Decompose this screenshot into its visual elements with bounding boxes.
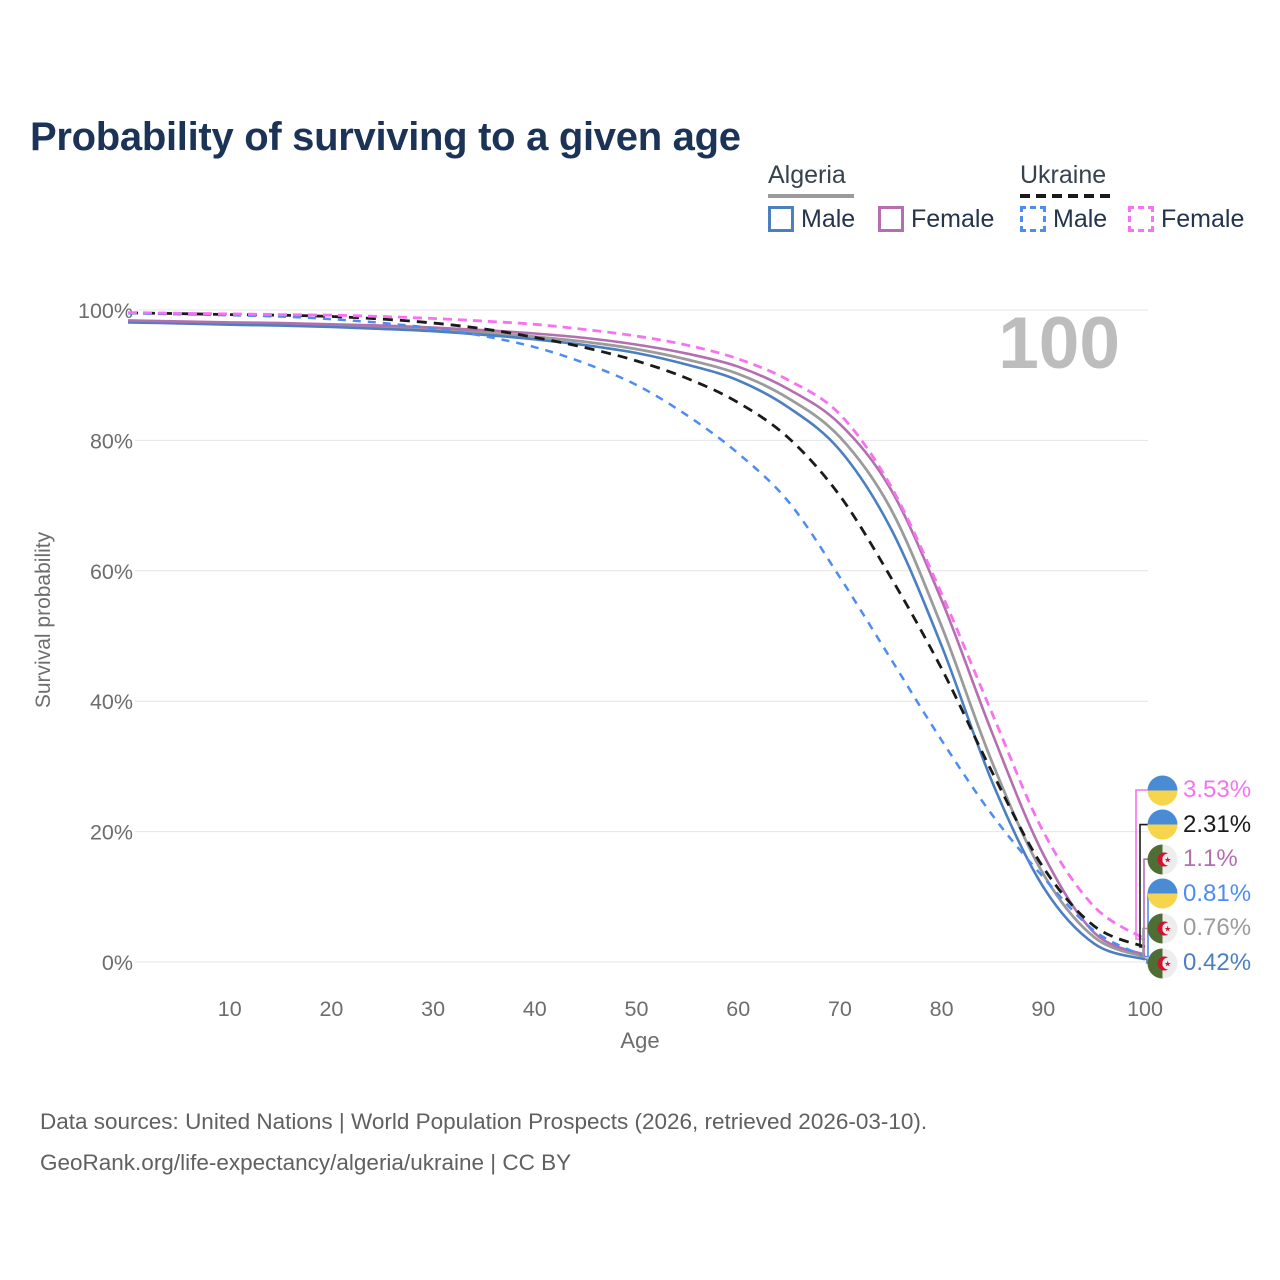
x-tick-label: 80 xyxy=(930,997,954,1021)
y-tick-label: 100% xyxy=(78,299,133,323)
ukraine-male-swatch[interactable] xyxy=(1020,206,1046,232)
end-label-value: 3.53% xyxy=(1183,776,1252,803)
y-tick-label: 80% xyxy=(90,429,133,453)
algeria-male-swatch[interactable] xyxy=(768,206,794,232)
algeria-flag-icon xyxy=(1147,913,1178,944)
attribution-link[interactable]: GeoRank.org/life-expectancy/algeria/ukra… xyxy=(40,1149,572,1175)
ukraine-flag-icon xyxy=(1147,878,1178,909)
legend-country-algeria[interactable]: Algeria xyxy=(768,161,846,189)
hover-age-watermark: 100 xyxy=(998,303,1120,384)
algeria-flag-icon xyxy=(1147,948,1178,979)
x-tick-label: 70 xyxy=(828,997,852,1021)
x-tick-label: 60 xyxy=(726,997,750,1021)
ukraine-line-style-swatch xyxy=(1020,194,1112,198)
end-label-value: 0.76% xyxy=(1183,914,1252,942)
ukraine-flag-icon xyxy=(1147,775,1178,806)
series-end-label: 2.31% xyxy=(1147,808,1251,842)
legend-label-algeria-female[interactable]: Female xyxy=(911,205,995,233)
y-tick-label: 60% xyxy=(90,560,133,584)
end-label-value: 1.1% xyxy=(1183,845,1238,873)
y-axis-label: Survival probability xyxy=(32,531,55,709)
curve-ukraine-both-sexes[interactable] xyxy=(127,311,1146,949)
end-label-value: 2.31% xyxy=(1183,810,1252,838)
end-label-connector xyxy=(1142,927,1151,958)
ukraine-female-swatch[interactable] xyxy=(1128,206,1154,232)
end-label-value: 0.81% xyxy=(1183,879,1252,907)
legend-label-ukraine-female[interactable]: Female xyxy=(1161,205,1245,233)
end-label-connector xyxy=(1143,858,1151,956)
algeria-line-style-swatch xyxy=(768,194,854,198)
x-tick-label: 20 xyxy=(319,997,343,1021)
chart-title: Probability of surviving to a given age xyxy=(30,114,741,159)
curve-algeria-both-sexes[interactable] xyxy=(127,320,1146,959)
data-sources-line: Data sources: United Nations | World Pop… xyxy=(40,1109,928,1134)
x-tick-label: 90 xyxy=(1031,997,1055,1021)
algeria-female-swatch[interactable] xyxy=(878,206,904,232)
ukraine-flag-icon xyxy=(1147,809,1178,840)
y-tick-label: 20% xyxy=(90,821,133,845)
x-tick-label: 100 xyxy=(1127,997,1163,1021)
y-tick-label: 0% xyxy=(102,951,133,975)
series-end-label: 1.1% xyxy=(1147,842,1238,876)
end-label-value: 0.42% xyxy=(1183,949,1252,976)
x-axis-label: Age xyxy=(620,1028,660,1053)
series-end-label: 0.42% xyxy=(1147,946,1251,980)
curve-ukraine-male[interactable] xyxy=(127,312,1146,958)
x-tick-label: 40 xyxy=(523,997,547,1021)
chart-footer: Data sources: United Nations | World Pop… xyxy=(40,1102,927,1183)
curve-ukraine-female[interactable] xyxy=(127,311,1146,941)
curve-algeria-male[interactable] xyxy=(127,321,1146,961)
x-tick-label: 50 xyxy=(625,997,649,1021)
series-end-label: 3.53% xyxy=(1147,773,1251,807)
x-tick-label: 10 xyxy=(218,997,242,1021)
legend-country-ukraine[interactable]: Ukraine xyxy=(1020,161,1107,189)
curve-algeria-female[interactable] xyxy=(127,319,1146,957)
legend-label-ukraine-male[interactable]: Male xyxy=(1053,205,1108,233)
series-end-label: 0.81% xyxy=(1147,877,1251,911)
series-end-label: 0.76% xyxy=(1147,911,1251,945)
algeria-flag-icon xyxy=(1147,844,1178,875)
y-tick-label: 40% xyxy=(90,690,133,714)
x-tick-label: 30 xyxy=(421,997,445,1021)
legend-label-algeria-male[interactable]: Male xyxy=(801,205,856,233)
